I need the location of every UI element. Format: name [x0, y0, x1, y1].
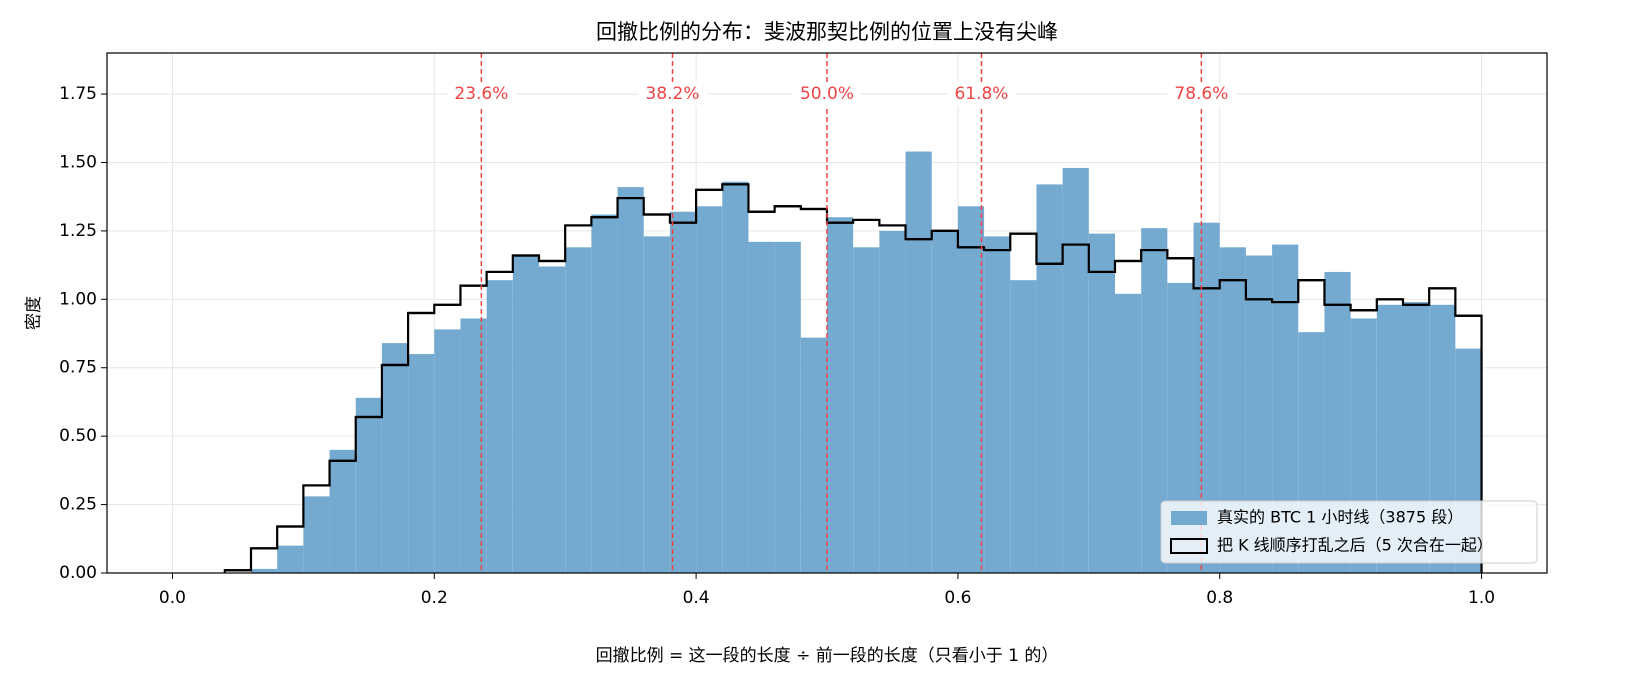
- bar: [460, 318, 487, 573]
- annotation-label: 78.6%: [1174, 84, 1228, 104]
- y-tick-label: 0.50: [59, 426, 97, 446]
- legend-swatch: [1170, 538, 1208, 554]
- bar: [827, 217, 854, 574]
- bar: [381, 343, 409, 573]
- y-tick-label: 0.00: [59, 563, 97, 583]
- x-tick-label: 0.0: [159, 588, 186, 608]
- x-axis-label: 回撤比例 = 这一段的长度 ÷ 前一段的长度（只看小于 1 的）: [596, 646, 1059, 666]
- x-tick-label: 0.8: [1206, 588, 1233, 608]
- y-tick-label: 1.25: [59, 221, 97, 241]
- legend-label: 真实的 BTC 1 小时线（3875 段）: [1217, 508, 1463, 527]
- bar: [1062, 167, 1089, 573]
- annotation-bg: [638, 82, 707, 107]
- bar: [643, 236, 670, 574]
- bar: [984, 236, 1011, 574]
- bar: [1010, 280, 1037, 573]
- bar: [696, 206, 723, 573]
- annotation-bg: [1167, 82, 1236, 107]
- bar: [748, 241, 775, 573]
- annotation-label: 38.2%: [646, 84, 700, 104]
- step-outline: [223, 183, 1483, 573]
- annotation-label: 50.0%: [800, 84, 854, 104]
- bar: [565, 247, 592, 573]
- y-axis-label: 密度: [24, 296, 44, 330]
- chart-title: 回撤比例的分布：斐波那契比例的位置上没有尖峰: [596, 20, 1058, 44]
- bar: [329, 449, 356, 573]
- bar: [434, 329, 461, 573]
- annotation-label: 23.6%: [454, 84, 508, 104]
- bar: [905, 151, 932, 574]
- annotation-bg: [947, 82, 1016, 107]
- y-tick-label: 1.00: [59, 289, 97, 309]
- y-tick-label: 0.25: [59, 495, 97, 515]
- legend-box: [1160, 500, 1538, 564]
- y-tick-label: 1.50: [59, 152, 97, 172]
- y-tick-label: 0.75: [59, 358, 97, 378]
- bar: [617, 187, 644, 573]
- plot-frame: [106, 52, 1548, 574]
- bar: [669, 211, 697, 573]
- bar: [251, 568, 278, 573]
- bar: [303, 496, 330, 573]
- legend-swatch: [1171, 511, 1207, 525]
- bar: [591, 214, 618, 573]
- bar: [1036, 184, 1063, 574]
- bar: [277, 545, 304, 573]
- bar: [957, 206, 985, 573]
- bar: [722, 181, 749, 573]
- x-tick-label: 0.4: [683, 588, 710, 608]
- x-tick-label: 0.6: [944, 588, 971, 608]
- x-tick-label: 1.0: [1468, 588, 1495, 608]
- bar: [1115, 293, 1142, 573]
- legend-label: 把 K 线顺序打乱之后（5 次合在一起）: [1217, 536, 1493, 555]
- annotation-bg: [793, 82, 861, 107]
- bar: [408, 354, 435, 573]
- bar: [931, 230, 958, 574]
- bar: [774, 241, 801, 573]
- y-tick-label: 1.75: [59, 84, 97, 104]
- bar: [355, 397, 382, 573]
- bar: [1088, 233, 1115, 573]
- bar: [539, 266, 566, 573]
- bar: [800, 337, 827, 573]
- bar: [486, 280, 513, 573]
- x-tick-label: 0.2: [421, 588, 448, 608]
- annotation-label: 61.8%: [954, 84, 1008, 104]
- bar: [879, 230, 906, 574]
- bar: [853, 247, 880, 573]
- bar: [512, 255, 539, 574]
- annotation-bg: [447, 82, 516, 107]
